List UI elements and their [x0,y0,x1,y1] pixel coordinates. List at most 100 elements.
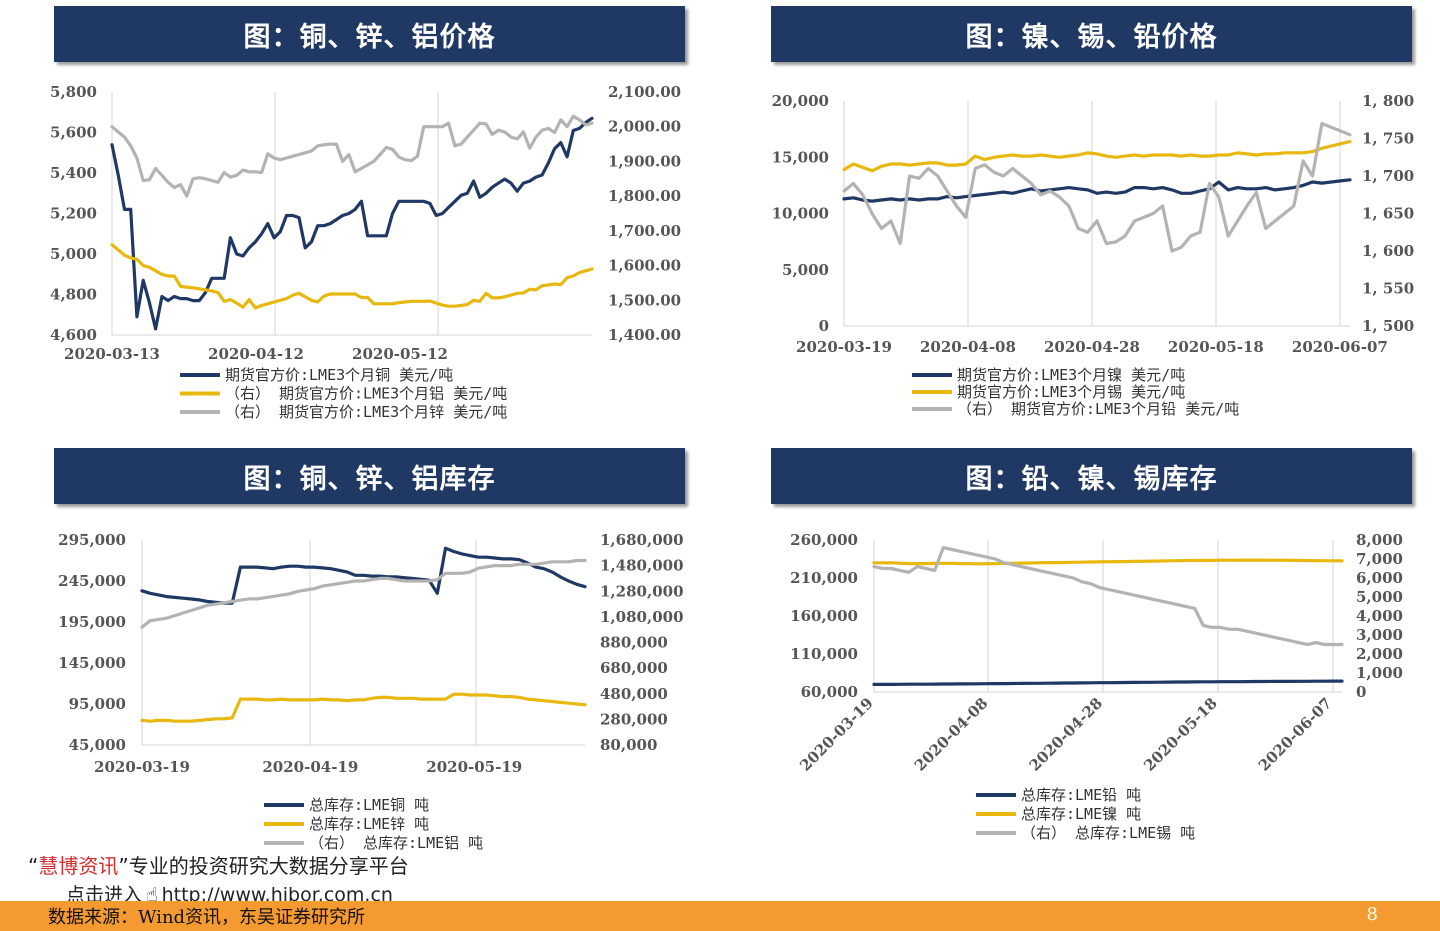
chart-3-title-banner: 图：铜、锌、铝库存 [54,448,685,504]
chart-1-left-tick-label: 5,600 [50,124,97,142]
chart-4-right-tick-label: 5,000 [1356,588,1403,606]
chart-2-left-tick-label: 15,000 [772,148,829,166]
chart-1-right-tick-label: 1,900.00 [608,152,681,170]
chart-3-right-tick-label: 280,000 [600,710,668,728]
chart-3-x-tick-label: 2020-04-19 [262,758,358,776]
chart-4-left-tick-label: 210,000 [790,569,858,587]
chart-3-right-tick-label: 1,680,000 [600,531,684,549]
chart-4-legend-label-1: 总库存:LME铅 吨 [1021,786,1141,804]
chart-2-right-tick-label: 1, 550 [1362,280,1414,298]
chart-2-legend-label-2: 期货官方价:LME3个月锡 美元/吨 [957,383,1185,401]
chart-2-series-line-3 [842,121,1352,253]
chart-2-series-line-1 [842,178,1352,203]
chart-1-title-banner: 图：铜、锌、铝价格 [54,6,685,62]
watermark-line-2[interactable]: 点击进入 ☝ http://www.hibor.com.cn [66,880,393,907]
chart-4-right-tick-label: 8,000 [1356,531,1403,549]
chart-1-left-tick-label: 5,400 [50,164,97,182]
chart-3-legend-label-1: 总库存:LME铜 吨 [309,796,429,814]
hand-pointer-icon: ☝ [146,884,158,906]
chart-3-legend-label-3: （右） 总库存:LME铝 吨 [309,834,483,852]
chart-2-right-tick-label: 1, 600 [1362,242,1414,260]
chart-1-series-line-1 [110,116,594,331]
chart-1-right-tick-label: 1,600.00 [608,257,681,275]
chart-1-x-tick-label: 2020-04-12 [208,345,304,363]
chart-4-series-line-3 [872,545,1344,647]
chart-3-right-tick-label: 880,000 [600,634,668,652]
chart-1-legend-label-2: （右） 期货官方价:LME3个月铝 美元/吨 [225,385,507,403]
chart-3-right-tick-label: 480,000 [600,685,668,703]
watermark-url-link[interactable]: http://www.hibor.com.cn [161,884,393,906]
chart-2-right-tick-label: 1, 750 [1362,130,1414,148]
watermark-brand: 慧博资讯 [38,854,119,878]
chart-4-title-banner: 图：铅、镍、锡库存 [771,448,1412,504]
chart-1-right-tick-label: 1,700.00 [608,222,681,240]
chart-4-right-tick-label: 0 [1356,683,1366,701]
chart-2-right-tick-label: 1, 700 [1362,167,1414,185]
chart-4-left-tick-label: 60,000 [801,683,858,701]
watermark-line-1: “慧博资讯”专业的投资研究大数据分享平台 [28,850,409,879]
chart-2-x-tick-label: 2020-05-18 [1168,338,1264,356]
data-source-note: 数据来源：Wind资讯，东吴证券研究所 [48,907,366,928]
chart-1-series-line-2 [110,243,594,310]
chart-4-series-line-1 [872,679,1344,687]
chart-3-x-tick-label: 2020-05-19 [426,758,522,776]
chart-2-right-tick-label: 1, 800 [1362,92,1414,110]
chart-3-right-tick-label: 1,480,000 [600,557,684,575]
chart-3-left-tick-label: 245,000 [58,572,126,590]
chart-3-legend-label-2: 总库存:LME锌 吨 [309,815,429,833]
chart-4-right-tick-label: 4,000 [1356,607,1403,625]
chart-3-series-line-3 [140,558,587,629]
chart-2-title-banner: 图：镍、锡、铅价格 [771,6,1412,62]
chart-2-x-tick-label: 2020-04-08 [920,338,1016,356]
chart-1-right-tick-label: 1,400.00 [608,326,681,344]
chart-2-legend-label-1: 期货官方价:LME3个月镍 美元/吨 [957,366,1185,384]
chart-4-left-tick-label: 110,000 [790,645,858,663]
chart-3-left-tick-label: 195,000 [58,613,126,631]
chart-2-right-tick-label: 1, 650 [1362,205,1414,223]
chart-4-right-tick-label: 3,000 [1356,626,1403,644]
chart-2-x-tick-label: 2020-03-19 [796,338,892,356]
chart-4-x-tick-label: 2020-06-07 [1255,694,1336,775]
chart-1-right-tick-label: 2,000.00 [608,118,681,136]
chart-2-legend-label-3: （右） 期货官方价:LME3个月铅 美元/吨 [957,400,1239,418]
chart-3-right-tick-label: 1,080,000 [600,608,684,626]
chart-2-left-tick-label: 20,000 [772,92,829,110]
chart-1-left-tick-label: 4,800 [50,286,97,304]
chart-2-left-tick-label: 10,000 [772,205,829,223]
chart-1-x-tick-label: 2020-05-12 [352,345,448,363]
chart-1-left-tick-label: 5,800 [50,83,97,101]
chart-1-series-line-3 [110,114,594,198]
chart-1-left-tick-label: 4,600 [50,326,97,344]
chart-3-x-tick-label: 2020-03-19 [94,758,190,776]
chart-4-right-tick-label: 6,000 [1356,569,1403,587]
chart-3-right-tick-label: 1,280,000 [600,582,684,600]
chart-3-left-tick-label: 295,000 [58,531,126,549]
chart-2-x-tick-label: 2020-06-07 [1292,338,1388,356]
chart-1-right-tick-label: 2,100.00 [608,83,681,101]
footer-bar [0,901,1440,931]
chart-1-legend-label-1: 期货官方价:LME3个月铜 美元/吨 [225,366,453,384]
chart-4-left-tick-label: 260,000 [790,531,858,549]
chart-4-series-line-2 [872,558,1344,566]
chart-4-legend-label-2: 总库存:LME镍 吨 [1021,805,1141,823]
chart-4-right-tick-label: 2,000 [1356,645,1403,663]
chart-3-left-tick-label: 145,000 [58,654,126,672]
watermark-enter-text: 点击进入 [66,884,143,906]
chart-1-x-tick-label: 2020-03-13 [64,345,160,363]
chart-4-x-tick-label: 2020-03-19 [796,694,877,775]
chart-1-right-tick-label: 1,800.00 [608,187,681,205]
chart-3-left-tick-label: 45,000 [69,736,126,754]
chart-4-x-tick-label: 2020-04-08 [911,694,992,775]
chart-1-right-tick-label: 1,500.00 [608,291,681,309]
chart-4-right-tick-label: 7,000 [1356,550,1403,568]
chart-2-left-tick-label: 0 [819,317,829,335]
chart-4-x-tick-label: 2020-05-18 [1140,694,1221,775]
chart-4-legend-label-3: （右） 总库存:LME锡 吨 [1021,824,1195,842]
chart-3-series-line-2 [140,692,587,723]
page-number: 8 [1366,904,1378,925]
watermark-tagline: ”专业的投资研究大数据分享平台 [118,854,409,878]
chart-3-right-tick-label: 80,000 [600,736,657,754]
watermark-quote-open: “ [28,854,39,878]
chart-3-series-line-1 [140,546,587,605]
chart-2-x-tick-label: 2020-04-28 [1044,338,1140,356]
